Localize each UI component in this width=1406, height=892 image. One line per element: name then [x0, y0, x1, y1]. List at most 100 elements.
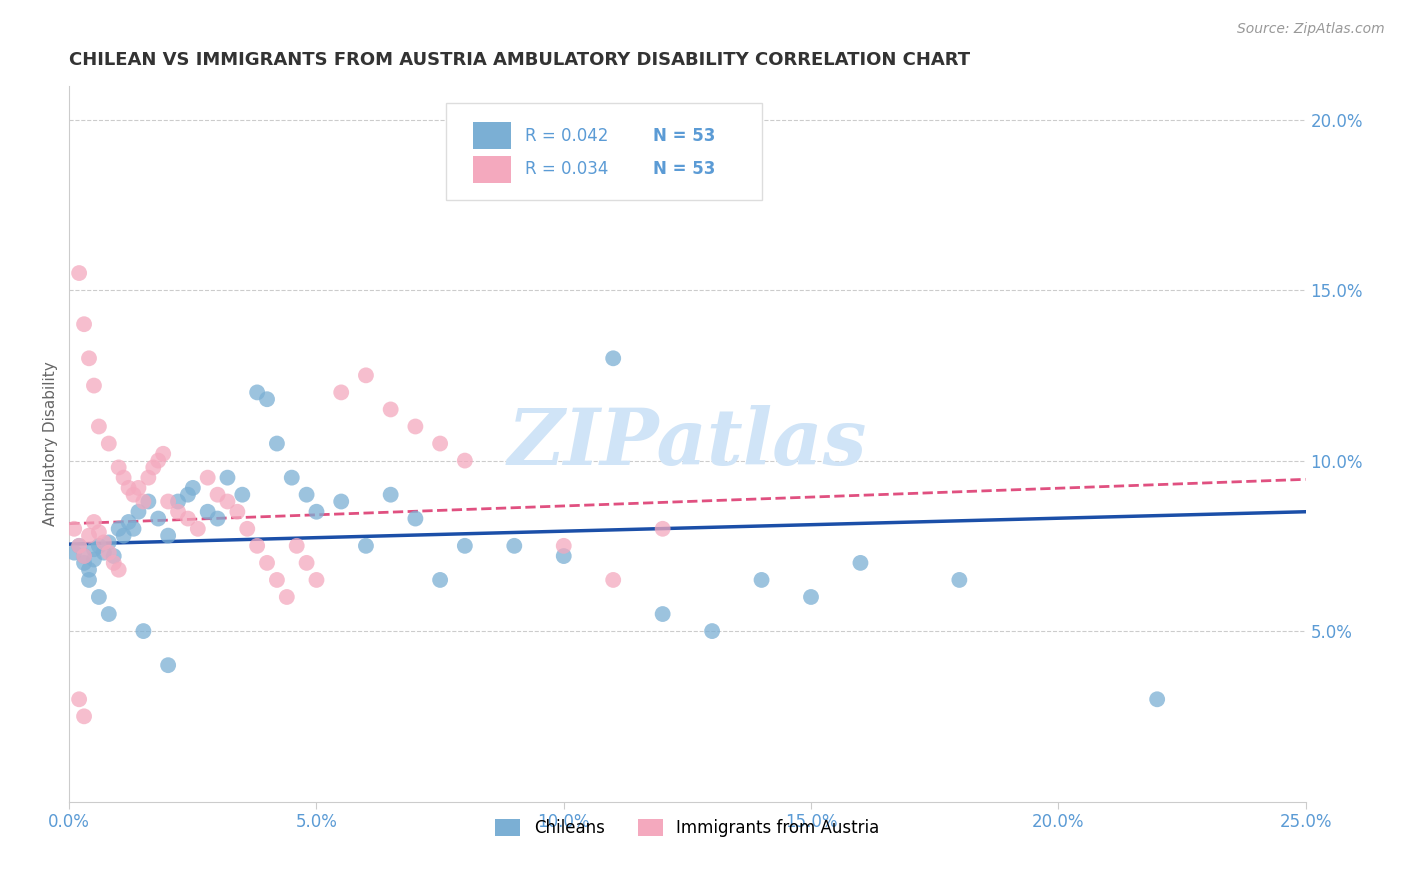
- Point: [157, 494, 180, 508]
- Point: [503, 539, 526, 553]
- Point: [330, 385, 353, 400]
- Point: [651, 607, 673, 621]
- Point: [67, 539, 90, 553]
- Text: N = 53: N = 53: [652, 161, 716, 178]
- Point: [276, 590, 298, 604]
- Point: [429, 436, 451, 450]
- Point: [132, 494, 155, 508]
- Text: R = 0.034: R = 0.034: [526, 161, 609, 178]
- Point: [207, 511, 229, 525]
- Point: [93, 546, 115, 560]
- Point: [73, 549, 96, 563]
- Point: [207, 488, 229, 502]
- Point: [77, 573, 100, 587]
- Point: [217, 494, 239, 508]
- Point: [77, 351, 100, 366]
- Point: [231, 488, 253, 502]
- Point: [404, 511, 426, 525]
- Point: [553, 549, 575, 563]
- Point: [256, 392, 278, 407]
- FancyBboxPatch shape: [474, 122, 510, 149]
- Point: [87, 539, 110, 553]
- Point: [83, 378, 105, 392]
- Point: [148, 453, 170, 467]
- Point: [83, 515, 105, 529]
- Point: [83, 552, 105, 566]
- Point: [454, 539, 477, 553]
- Point: [87, 590, 110, 604]
- Y-axis label: Ambulatory Disability: Ambulatory Disability: [44, 361, 58, 526]
- Point: [553, 539, 575, 553]
- Point: [177, 511, 200, 525]
- Text: Source: ZipAtlas.com: Source: ZipAtlas.com: [1237, 22, 1385, 37]
- Point: [700, 624, 723, 638]
- Point: [138, 494, 160, 508]
- Point: [93, 535, 115, 549]
- Point: [330, 494, 353, 508]
- Point: [305, 573, 328, 587]
- Point: [256, 556, 278, 570]
- FancyBboxPatch shape: [446, 103, 762, 200]
- Point: [181, 481, 204, 495]
- Point: [157, 528, 180, 542]
- Point: [67, 266, 90, 280]
- Point: [849, 556, 872, 570]
- Point: [142, 460, 165, 475]
- Point: [354, 368, 377, 383]
- Point: [103, 556, 125, 570]
- Point: [380, 488, 402, 502]
- Point: [138, 470, 160, 484]
- Legend: Chileans, Immigrants from Austria: Chileans, Immigrants from Austria: [489, 812, 886, 843]
- Point: [266, 573, 288, 587]
- Point: [132, 624, 155, 638]
- Point: [127, 481, 149, 495]
- Point: [281, 470, 304, 484]
- Text: R = 0.042: R = 0.042: [526, 127, 609, 145]
- Point: [266, 436, 288, 450]
- Text: N = 53: N = 53: [652, 127, 716, 145]
- Point: [217, 470, 239, 484]
- Point: [602, 351, 624, 366]
- Point: [122, 522, 145, 536]
- Point: [295, 556, 318, 570]
- Point: [107, 522, 129, 536]
- Point: [73, 556, 96, 570]
- Point: [103, 549, 125, 563]
- Point: [67, 539, 90, 553]
- Point: [246, 385, 269, 400]
- Point: [1146, 692, 1168, 706]
- Point: [77, 563, 100, 577]
- Point: [226, 505, 249, 519]
- Point: [751, 573, 773, 587]
- Point: [354, 539, 377, 553]
- Point: [117, 481, 139, 495]
- Point: [97, 546, 120, 560]
- Point: [152, 447, 174, 461]
- Point: [107, 460, 129, 475]
- Point: [73, 549, 96, 563]
- Point: [177, 488, 200, 502]
- Text: CHILEAN VS IMMIGRANTS FROM AUSTRIA AMBULATORY DISABILITY CORRELATION CHART: CHILEAN VS IMMIGRANTS FROM AUSTRIA AMBUL…: [69, 51, 970, 69]
- Point: [157, 658, 180, 673]
- Point: [107, 563, 129, 577]
- Point: [73, 709, 96, 723]
- Point: [187, 522, 209, 536]
- Point: [167, 494, 190, 508]
- Point: [602, 573, 624, 587]
- Point: [77, 528, 100, 542]
- Point: [380, 402, 402, 417]
- Point: [63, 522, 86, 536]
- Point: [167, 505, 190, 519]
- Point: [800, 590, 823, 604]
- Point: [197, 470, 219, 484]
- Point: [197, 505, 219, 519]
- Point: [87, 419, 110, 434]
- Point: [73, 317, 96, 331]
- Point: [285, 539, 308, 553]
- Point: [236, 522, 259, 536]
- Point: [112, 528, 135, 542]
- Point: [948, 573, 970, 587]
- Point: [63, 546, 86, 560]
- Point: [67, 692, 90, 706]
- Point: [246, 539, 269, 553]
